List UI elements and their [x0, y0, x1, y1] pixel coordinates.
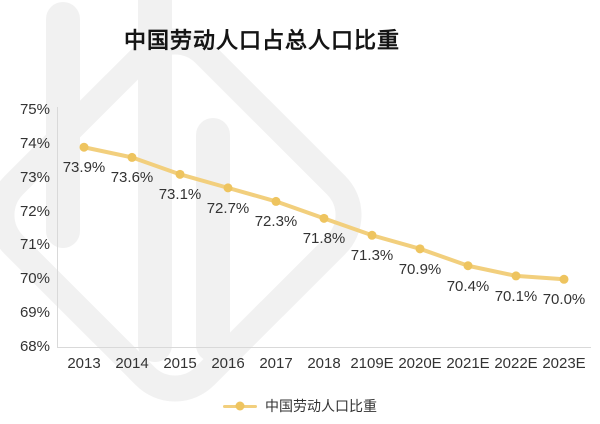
- data-label: 70.4%: [446, 277, 490, 295]
- series-point: [271, 196, 281, 206]
- x-tick-label: 2022E: [494, 355, 538, 372]
- series-point: [175, 169, 185, 179]
- x-axis-line: [57, 347, 591, 348]
- x-tick-label: 2013: [67, 355, 101, 372]
- x-tick-label: 2018: [307, 355, 341, 372]
- data-label: 70.9%: [398, 260, 442, 278]
- series-point: [79, 142, 89, 152]
- y-tick-label: 72%: [19, 202, 50, 220]
- y-tick-label: 69%: [19, 304, 50, 322]
- data-label: 73.6%: [110, 169, 154, 187]
- legend: 中国劳动人口比重: [0, 397, 600, 415]
- x-tick-label: 2023E: [542, 355, 586, 372]
- y-tick-label: 74%: [19, 134, 50, 152]
- data-label: 71.8%: [302, 230, 346, 248]
- x-tick-label: 2016: [211, 355, 245, 372]
- y-axis-line: [57, 107, 58, 347]
- x-tick-label: 2015: [163, 355, 197, 372]
- series-line: [82, 145, 566, 282]
- series-point: [223, 183, 233, 193]
- series-point: [127, 152, 137, 162]
- data-label: 72.7%: [206, 199, 250, 217]
- y-tick-label: 70%: [19, 270, 50, 288]
- series-point: [559, 274, 569, 284]
- y-tick-label: 68%: [19, 338, 50, 355]
- series-point: [367, 230, 377, 240]
- data-label: 72.3%: [254, 213, 298, 231]
- x-tick-label: 2021E: [446, 355, 490, 372]
- y-tick-label: 71%: [19, 236, 50, 254]
- data-label: 73.1%: [158, 186, 202, 204]
- x-tick-label: 2014: [115, 355, 149, 372]
- chart-title: 中国劳动人口占总人口比重: [123, 28, 400, 53]
- x-tick-label: 2017: [259, 355, 293, 372]
- x-tick-label: 2020E: [398, 355, 442, 372]
- data-label: 70.0%: [542, 291, 586, 309]
- y-tick-label: 75%: [19, 101, 50, 118]
- data-label: 73.9%: [62, 159, 106, 177]
- x-tick-label: 2109E: [350, 355, 394, 372]
- series-point: [415, 244, 425, 254]
- legend-line-marker-icon: [223, 401, 257, 411]
- series-point: [463, 261, 473, 271]
- data-label: 71.3%: [350, 247, 394, 265]
- y-tick-label: 73%: [19, 168, 50, 186]
- series-point: [511, 271, 521, 281]
- series-point: [319, 213, 329, 223]
- legend-label: 中国劳动人口比重: [265, 398, 377, 414]
- data-label: 70.1%: [494, 287, 538, 305]
- legend-dot-icon: [235, 401, 245, 411]
